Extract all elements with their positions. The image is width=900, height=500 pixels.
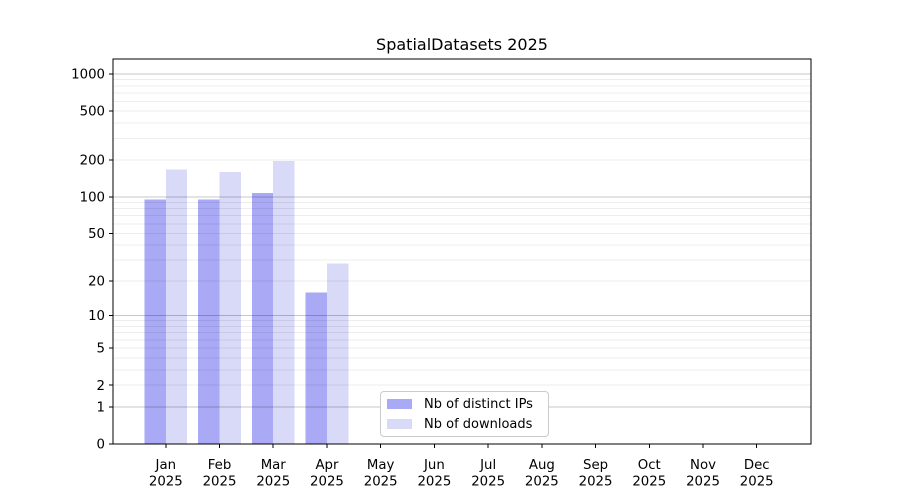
x-tick-label: Mar 2025 <box>256 458 290 490</box>
chart-title: SpatialDatasets 2025 <box>376 35 548 54</box>
y-tick-label: 0 <box>97 438 105 453</box>
x-tick-label: Dec 2025 <box>740 458 774 490</box>
legend-item-distinct-ips: Nb of distinct IPs <box>387 394 548 414</box>
legend-label-downloads: Nb of downloads <box>424 416 533 432</box>
bar-downloads-apr <box>327 263 349 444</box>
legend-swatch-distinct-ips <box>387 399 412 409</box>
x-tick-label: Feb 2025 <box>203 458 237 490</box>
y-tick-label: 10 <box>88 309 105 324</box>
y-tick-label: 1 <box>97 401 105 416</box>
legend-label-distinct-ips: Nb of distinct IPs <box>424 396 533 412</box>
legend-swatch-downloads <box>387 419 412 429</box>
bar-ips-apr <box>305 292 327 444</box>
bar-downloads-mar <box>273 161 295 444</box>
x-tick-label: Apr 2025 <box>310 458 344 490</box>
x-tick-label: Oct 2025 <box>632 458 666 490</box>
y-tick-label: 200 <box>80 154 105 169</box>
y-tick-label: 500 <box>80 105 105 120</box>
legend: Nb of distinct IPs Nb of downloads <box>380 391 549 437</box>
y-tick-label: 50 <box>88 227 105 242</box>
x-tick-label: Nov 2025 <box>686 458 720 490</box>
x-tick-label: Jul 2025 <box>471 458 505 490</box>
x-tick-label: Sep 2025 <box>579 458 613 490</box>
legend-item-downloads: Nb of downloads <box>387 414 548 434</box>
x-tick-label: Aug 2025 <box>525 458 559 490</box>
y-tick-label: 20 <box>88 275 105 290</box>
y-tick-label: 5 <box>97 342 105 357</box>
x-tick-label: Jun 2025 <box>417 458 451 490</box>
bar-ips-jan <box>144 199 166 444</box>
bar-downloads-jan <box>165 169 188 444</box>
x-tick-label: Jan 2025 <box>149 458 183 490</box>
bar-ips-feb <box>198 199 220 444</box>
y-tick-label: 100 <box>80 190 105 205</box>
bar-ips-mar <box>251 193 274 444</box>
plot-border <box>112 58 812 445</box>
y-tick-label: 1000 <box>71 68 105 83</box>
bar-downloads-feb <box>219 171 241 444</box>
x-tick-label: May 2025 <box>364 458 398 490</box>
y-tick-label: 2 <box>97 379 105 394</box>
